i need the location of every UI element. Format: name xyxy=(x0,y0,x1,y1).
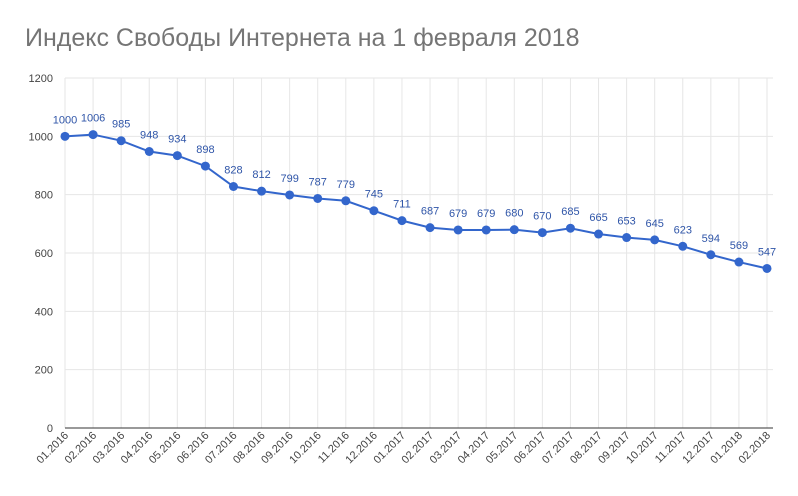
data-label: 934 xyxy=(168,134,186,146)
data-labels: 1000 1006 985 948 934 898 828 812 799 787 779 745 71… xyxy=(53,113,776,259)
data-label: 569 xyxy=(730,240,748,252)
data-label: 898 xyxy=(196,144,214,156)
x-axis-ticks: 01.201602.201603.201604.201605.201606.20… xyxy=(35,430,774,467)
data-points xyxy=(60,130,772,273)
data-point xyxy=(369,206,379,216)
data-point xyxy=(537,228,547,238)
data-label: 679 xyxy=(449,208,467,220)
data-point xyxy=(313,193,323,203)
y-tick-label: 200 xyxy=(35,365,53,377)
data-point xyxy=(60,131,70,141)
data-label: 948 xyxy=(140,130,158,142)
data-point xyxy=(509,225,519,235)
data-label: 1000 xyxy=(53,114,77,126)
y-tick-label: 800 xyxy=(35,190,53,202)
data-label: 779 xyxy=(337,179,355,191)
data-label: 687 xyxy=(421,206,439,218)
data-point xyxy=(565,223,575,233)
data-label: 645 xyxy=(646,218,664,230)
data-point xyxy=(172,151,182,161)
data-point xyxy=(397,216,407,226)
data-label: 828 xyxy=(224,165,242,177)
data-label: 670 xyxy=(533,211,551,223)
data-point xyxy=(622,233,632,243)
data-label: 623 xyxy=(674,224,692,236)
data-label: 745 xyxy=(365,189,383,201)
data-label: 653 xyxy=(617,216,635,228)
data-point xyxy=(678,241,688,251)
data-label: 812 xyxy=(252,169,270,181)
data-point xyxy=(144,147,154,156)
y-tick-label: 0 xyxy=(47,423,53,435)
grid-lines xyxy=(64,77,773,428)
data-point xyxy=(116,136,126,146)
data-point xyxy=(200,161,210,171)
data-point xyxy=(228,182,238,191)
data-point xyxy=(734,257,744,267)
data-point xyxy=(425,223,435,233)
y-axis-ticks: 0 200 400 600 800 1000 1200 xyxy=(29,73,53,435)
y-tick-label: 1200 xyxy=(29,73,53,85)
data-point xyxy=(257,186,267,196)
data-point xyxy=(341,196,351,206)
chart-title: Индекс Свободы Интернета на 1 февраля 20… xyxy=(25,24,580,52)
data-point xyxy=(594,229,604,239)
data-label: 711 xyxy=(393,199,411,211)
data-label: 1006 xyxy=(81,113,105,125)
data-point xyxy=(650,235,660,245)
data-point xyxy=(762,263,772,273)
data-label: 799 xyxy=(280,173,298,185)
data-label: 665 xyxy=(589,212,607,224)
y-tick-label: 400 xyxy=(35,306,53,318)
data-label: 680 xyxy=(505,208,523,220)
data-label: 679 xyxy=(477,208,495,220)
data-label: 547 xyxy=(758,246,776,258)
data-point xyxy=(285,190,295,200)
data-point xyxy=(453,225,463,235)
data-point xyxy=(88,130,98,140)
data-label: 594 xyxy=(702,233,720,245)
y-tick-label: 600 xyxy=(35,248,53,260)
data-label: 985 xyxy=(112,119,130,131)
data-label: 685 xyxy=(561,206,579,218)
y-tick-label: 1000 xyxy=(29,131,53,143)
data-point xyxy=(481,225,491,235)
series-line xyxy=(64,133,768,270)
data-label: 787 xyxy=(309,176,327,188)
data-point xyxy=(706,250,716,260)
